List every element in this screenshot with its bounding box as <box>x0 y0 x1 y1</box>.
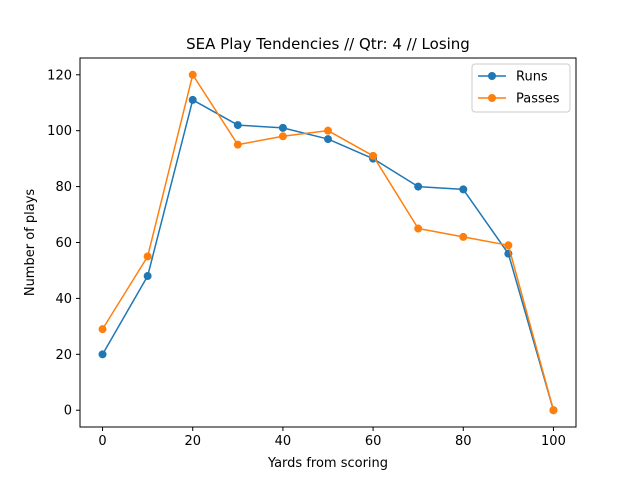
data-point-runs <box>459 185 468 194</box>
data-point-passes <box>278 132 287 141</box>
y-axis-ticks: 0 20 40 60 80 100 120 <box>47 68 80 419</box>
data-point-runs <box>188 95 197 104</box>
data-point-passes <box>143 252 152 261</box>
data-point-passes <box>459 232 468 241</box>
data-point-runs <box>233 121 242 130</box>
plot-frame <box>79 57 577 428</box>
y-tick-label: 80 <box>55 180 72 195</box>
data-point-passes <box>369 151 378 160</box>
legend-marker-runs <box>488 72 496 80</box>
data-point-runs <box>143 272 152 281</box>
series-passes <box>98 70 558 415</box>
x-tick-label: 100 <box>541 434 566 449</box>
data-point-passes <box>98 325 107 334</box>
series-layer <box>98 70 558 415</box>
data-point-passes <box>549 406 558 415</box>
data-point-runs <box>414 182 423 191</box>
data-point-passes <box>504 241 513 250</box>
x-axis-label: Yards from scoring <box>267 456 388 471</box>
data-point-passes <box>188 70 197 79</box>
x-tick-label: 60 <box>365 434 382 449</box>
legend: Runs Passes <box>471 63 571 113</box>
chart-title: SEA Play Tendencies // Qtr: 4 // Losing <box>186 35 470 53</box>
legend-label-runs: Runs <box>516 70 548 85</box>
plot-area <box>80 58 576 427</box>
data-point-passes <box>233 140 242 149</box>
x-tick-label: 20 <box>184 434 201 449</box>
data-point-runs <box>98 350 107 359</box>
data-point-passes <box>324 126 332 135</box>
y-tick-label: 40 <box>55 292 72 307</box>
x-tick-label: 80 <box>455 434 472 449</box>
legend-label-passes: Passes <box>516 92 560 107</box>
data-point-runs <box>324 135 332 144</box>
y-tick-label: 60 <box>55 236 72 251</box>
y-axis-label: Number of plays <box>23 189 38 297</box>
x-axis-ticks: 0 20 40 60 80 100 <box>98 427 566 449</box>
data-point-runs <box>278 123 287 132</box>
legend-marker-passes <box>488 94 496 102</box>
y-tick-label: 0 <box>64 404 72 419</box>
x-tick-label: 40 <box>275 434 292 449</box>
y-tick-label: 20 <box>55 348 72 363</box>
y-tick-label: 120 <box>47 68 72 83</box>
y-tick-label: 100 <box>47 124 72 139</box>
data-point-passes <box>414 224 423 233</box>
x-tick-label: 0 <box>98 434 106 449</box>
